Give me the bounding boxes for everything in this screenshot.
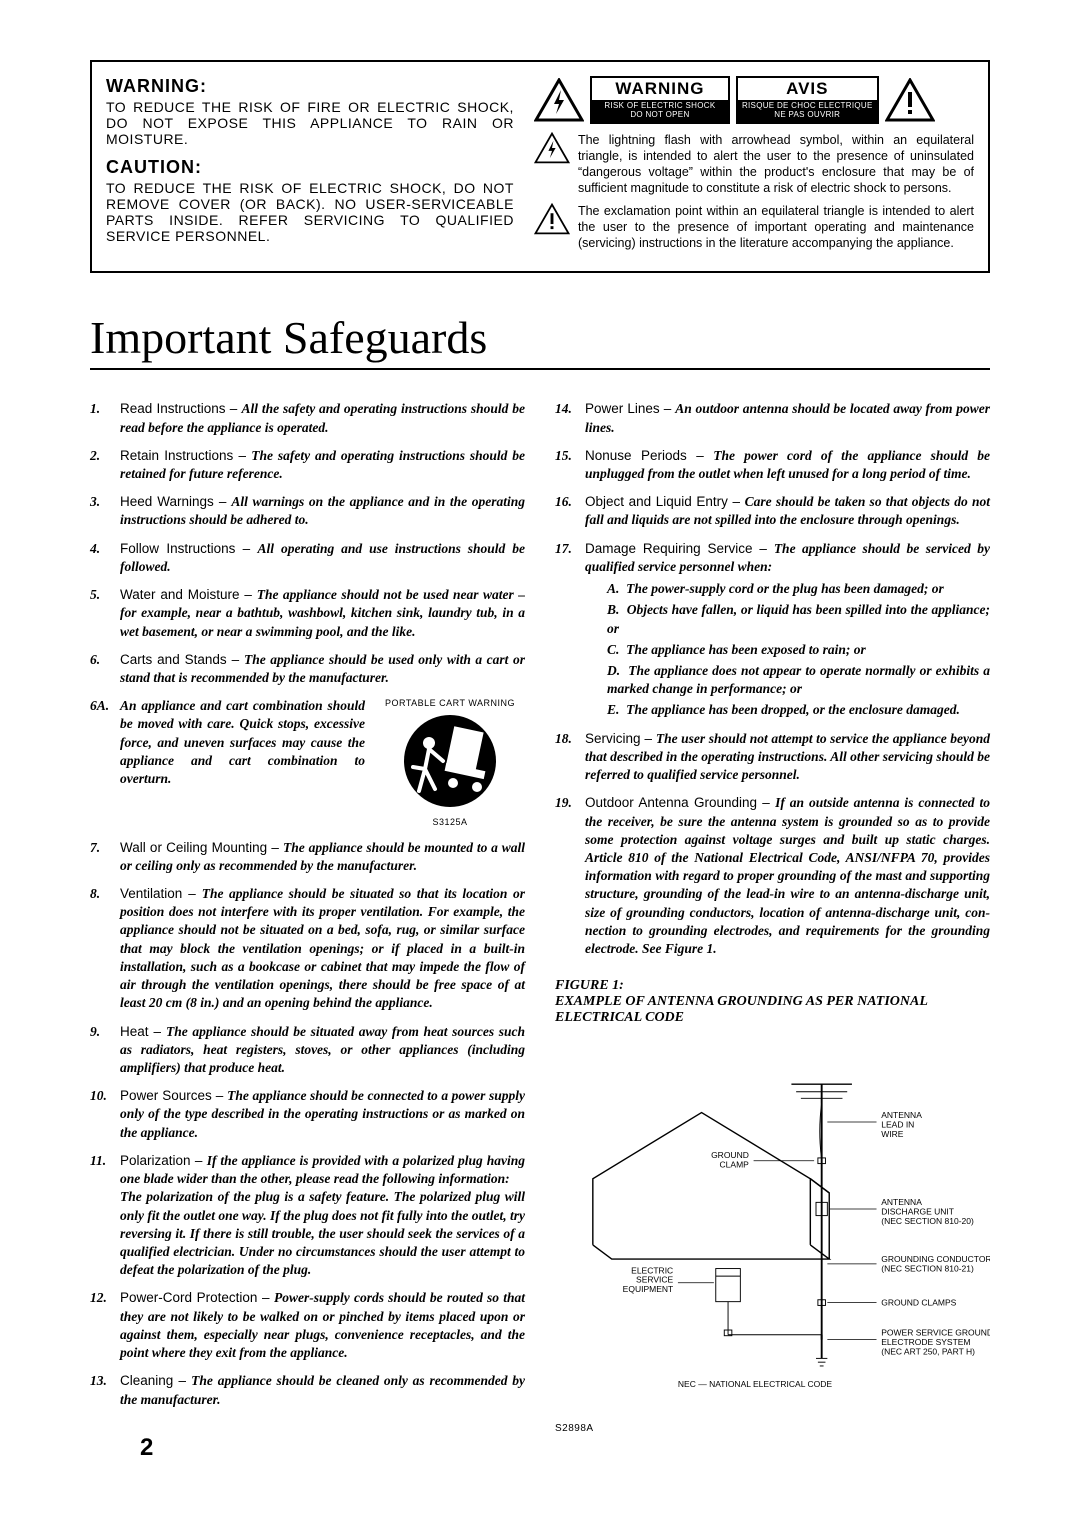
subitem: B. Objects have fallen, or liquid has be…: [607, 601, 990, 637]
safeguard-item: 19.Outdoor Antenna Grounding – If an out…: [555, 794, 990, 958]
excl-description-row: The exclamation point within an equilate…: [534, 203, 974, 252]
subitem: A. The power-supply cord or the plug has…: [607, 580, 990, 598]
safeguard-item: 9.Heat – The appliance should be situate…: [90, 1023, 525, 1078]
figure1-subtitle: EXAMPLE OF ANTENNA GROUNDING AS PER NATI…: [555, 994, 990, 1026]
left-column: 1.Read Instructions – All the safety and…: [90, 400, 525, 1434]
figure1-code: S2898A: [555, 1423, 990, 1434]
item-number: 18.: [555, 730, 572, 748]
cart-warning-icon: [395, 711, 505, 811]
item-number: 9.: [90, 1023, 100, 1041]
safeguard-item: 13.Cleaning – The appliance should be cl…: [90, 1372, 525, 1408]
bolt-text: The lightning flash with arrowhead symbo…: [578, 132, 974, 197]
cart-code: S3125A: [375, 816, 525, 828]
warning-right: WARNING RISK OF ELECTRIC SHOCKDO NOT OPE…: [534, 76, 974, 257]
nec-note: NEC — NATIONAL ELECTRICAL CODE: [678, 1379, 832, 1389]
warning-left: WARNING: TO REDUCE THE RISK OF FIRE OR E…: [106, 76, 514, 257]
safeguard-item: 2.Retain Instructions – The safety and o…: [90, 447, 525, 483]
item-number: 13.: [90, 1372, 107, 1390]
warning-text: TO REDUCE THE RISK OF FIRE OR ELECTRIC S…: [106, 99, 514, 147]
label-power-service: POWER SERVICE GROUNDINGELECTRODE SYSTEM(…: [881, 1328, 990, 1357]
safeguard-item: 7.Wall or Ceiling Mounting – The applian…: [90, 839, 525, 875]
right-column: 14.Power Lines – An outdoor antenna shou…: [555, 400, 990, 1434]
safeguard-item: 4.Follow Instructions – All operating an…: [90, 540, 525, 576]
safeguards-columns: 1.Read Instructions – All the safety and…: [90, 400, 990, 1434]
safeguard-item: 17.Damage Requiring Service – The applia…: [555, 540, 990, 720]
safeguard-item: 16.Object and Liquid Entry – Care should…: [555, 493, 990, 529]
avis-label-sub1: RISQUE DE CHOC ELECTRIQUE: [742, 101, 873, 110]
safeguard-item: 6.Carts and Stands – The appliance shoul…: [90, 651, 525, 687]
item-number: 16.: [555, 493, 572, 511]
item-number: 12.: [90, 1289, 107, 1307]
safeguard-item: 10.Power Sources – The appliance should …: [90, 1087, 525, 1142]
item-number: 10.: [90, 1087, 107, 1105]
warning-title: WARNING:: [106, 76, 514, 97]
item-number: 3.: [90, 493, 100, 511]
warning-label-sub1: RISK OF ELECTRIC SHOCK: [604, 101, 715, 110]
figure-1: FIGURE 1: EXAMPLE OF ANTENNA GROUNDING A…: [555, 978, 990, 1434]
item-number: 8.: [90, 885, 100, 903]
item-number: 19.: [555, 794, 572, 812]
bolt-triangle-icon: [534, 78, 584, 122]
label-ground-clamp: GROUNDCLAMP: [711, 1150, 749, 1169]
figure1-title: FIGURE 1:: [555, 978, 990, 994]
item-number: 14.: [555, 400, 572, 418]
item-number: 17.: [555, 540, 572, 558]
warning-label-box: WARNING RISK OF ELECTRIC SHOCKDO NOT OPE…: [590, 76, 730, 124]
item-number: 6.: [90, 651, 100, 669]
main-title: Important Safeguards: [90, 311, 990, 370]
cart-warning-figure: PORTABLE CART WARNING S3125A: [375, 697, 525, 828]
item-number: 2.: [90, 447, 100, 465]
safeguard-item: 6A.An appliance and cart combina­tion sh…: [90, 697, 525, 828]
bolt-triangle-icon: [534, 132, 570, 164]
avis-label-box: AVIS RISQUE DE CHOC ELECTRIQUENE PAS OUV…: [736, 76, 879, 124]
label-row: WARNING RISK OF ELECTRIC SHOCKDO NOT OPE…: [534, 76, 974, 124]
label-discharge: ANTENNADISCHARGE UNIT(NEC SECTION 810-20…: [881, 1197, 974, 1226]
safeguard-item: 15.Nonuse Periods – The power cord of th…: [555, 447, 990, 483]
excl-text: The exclamation point within an equilate…: [578, 203, 974, 252]
safeguard-item: 12.Power-Cord Protection – Power-supply …: [90, 1289, 525, 1362]
safeguard-item: 8.Ventilation – The appliance should be …: [90, 885, 525, 1013]
safeguard-item: 14.Power Lines – An outdoor antenna shou…: [555, 400, 990, 436]
item-number: 15.: [555, 447, 572, 465]
safeguard-item: 5.Water and Moisture – The appliance sho…: [90, 586, 525, 641]
safeguard-item: 3.Heed Warnings – All warnings on the ap…: [90, 493, 525, 529]
caution-title: CAUTION:: [106, 157, 514, 178]
caution-text: TO REDUCE THE RISK OF ELECTRIC SHOCK, DO…: [106, 180, 514, 244]
bolt-description-row: The lightning flash with arrowhead symbo…: [534, 132, 974, 197]
subitem: E. The appliance has been dropped, or th…: [607, 701, 990, 719]
excl-triangle-icon: [885, 78, 935, 122]
item-number: 4.: [90, 540, 100, 558]
item-number: 5.: [90, 586, 100, 604]
avis-label-title: AVIS: [738, 78, 877, 100]
label-grounding-conductors: GROUNDING CONDUCTORS(NEC SECTION 810-21): [881, 1254, 990, 1273]
warning-box: WARNING: TO REDUCE THE RISK OF FIRE OR E…: [90, 60, 990, 273]
safeguard-item: 11.Polarization – If the appliance is pr…: [90, 1152, 525, 1280]
label-electric-service: ELECTRICSERVICEEQUIPMENT: [623, 1266, 674, 1295]
safeguard-item: 18.Servicing – The user should not attem…: [555, 730, 990, 785]
item-number: 6A.: [90, 697, 109, 715]
cart-warning-label: PORTABLE CART WARNING: [375, 697, 525, 709]
item-number: 1.: [90, 400, 100, 418]
safeguard-item: 1.Read Instructions – All the safety and…: [90, 400, 525, 436]
warning-label-title: WARNING: [592, 78, 728, 100]
avis-label-sub2: NE PAS OUVRIR: [774, 110, 840, 119]
label-ground-clamps: GROUND CLAMPS: [881, 1298, 956, 1308]
subitem: D. The appliance does not appear to oper…: [607, 662, 990, 698]
label-antenna-lead: ANTENNALEAD INWIRE: [881, 1110, 922, 1139]
antenna-grounding-diagram: ANTENNALEAD INWIRE GROUNDCLAMP ANTENNADI…: [555, 1036, 990, 1416]
subitem: C. The appliance has been exposed to rai…: [607, 641, 990, 659]
page-number: 2: [140, 1434, 153, 1462]
item-number: 11.: [90, 1152, 106, 1170]
item-number: 7.: [90, 839, 100, 857]
warning-label-sub2: DO NOT OPEN: [630, 110, 689, 119]
excl-triangle-icon: [534, 203, 570, 235]
